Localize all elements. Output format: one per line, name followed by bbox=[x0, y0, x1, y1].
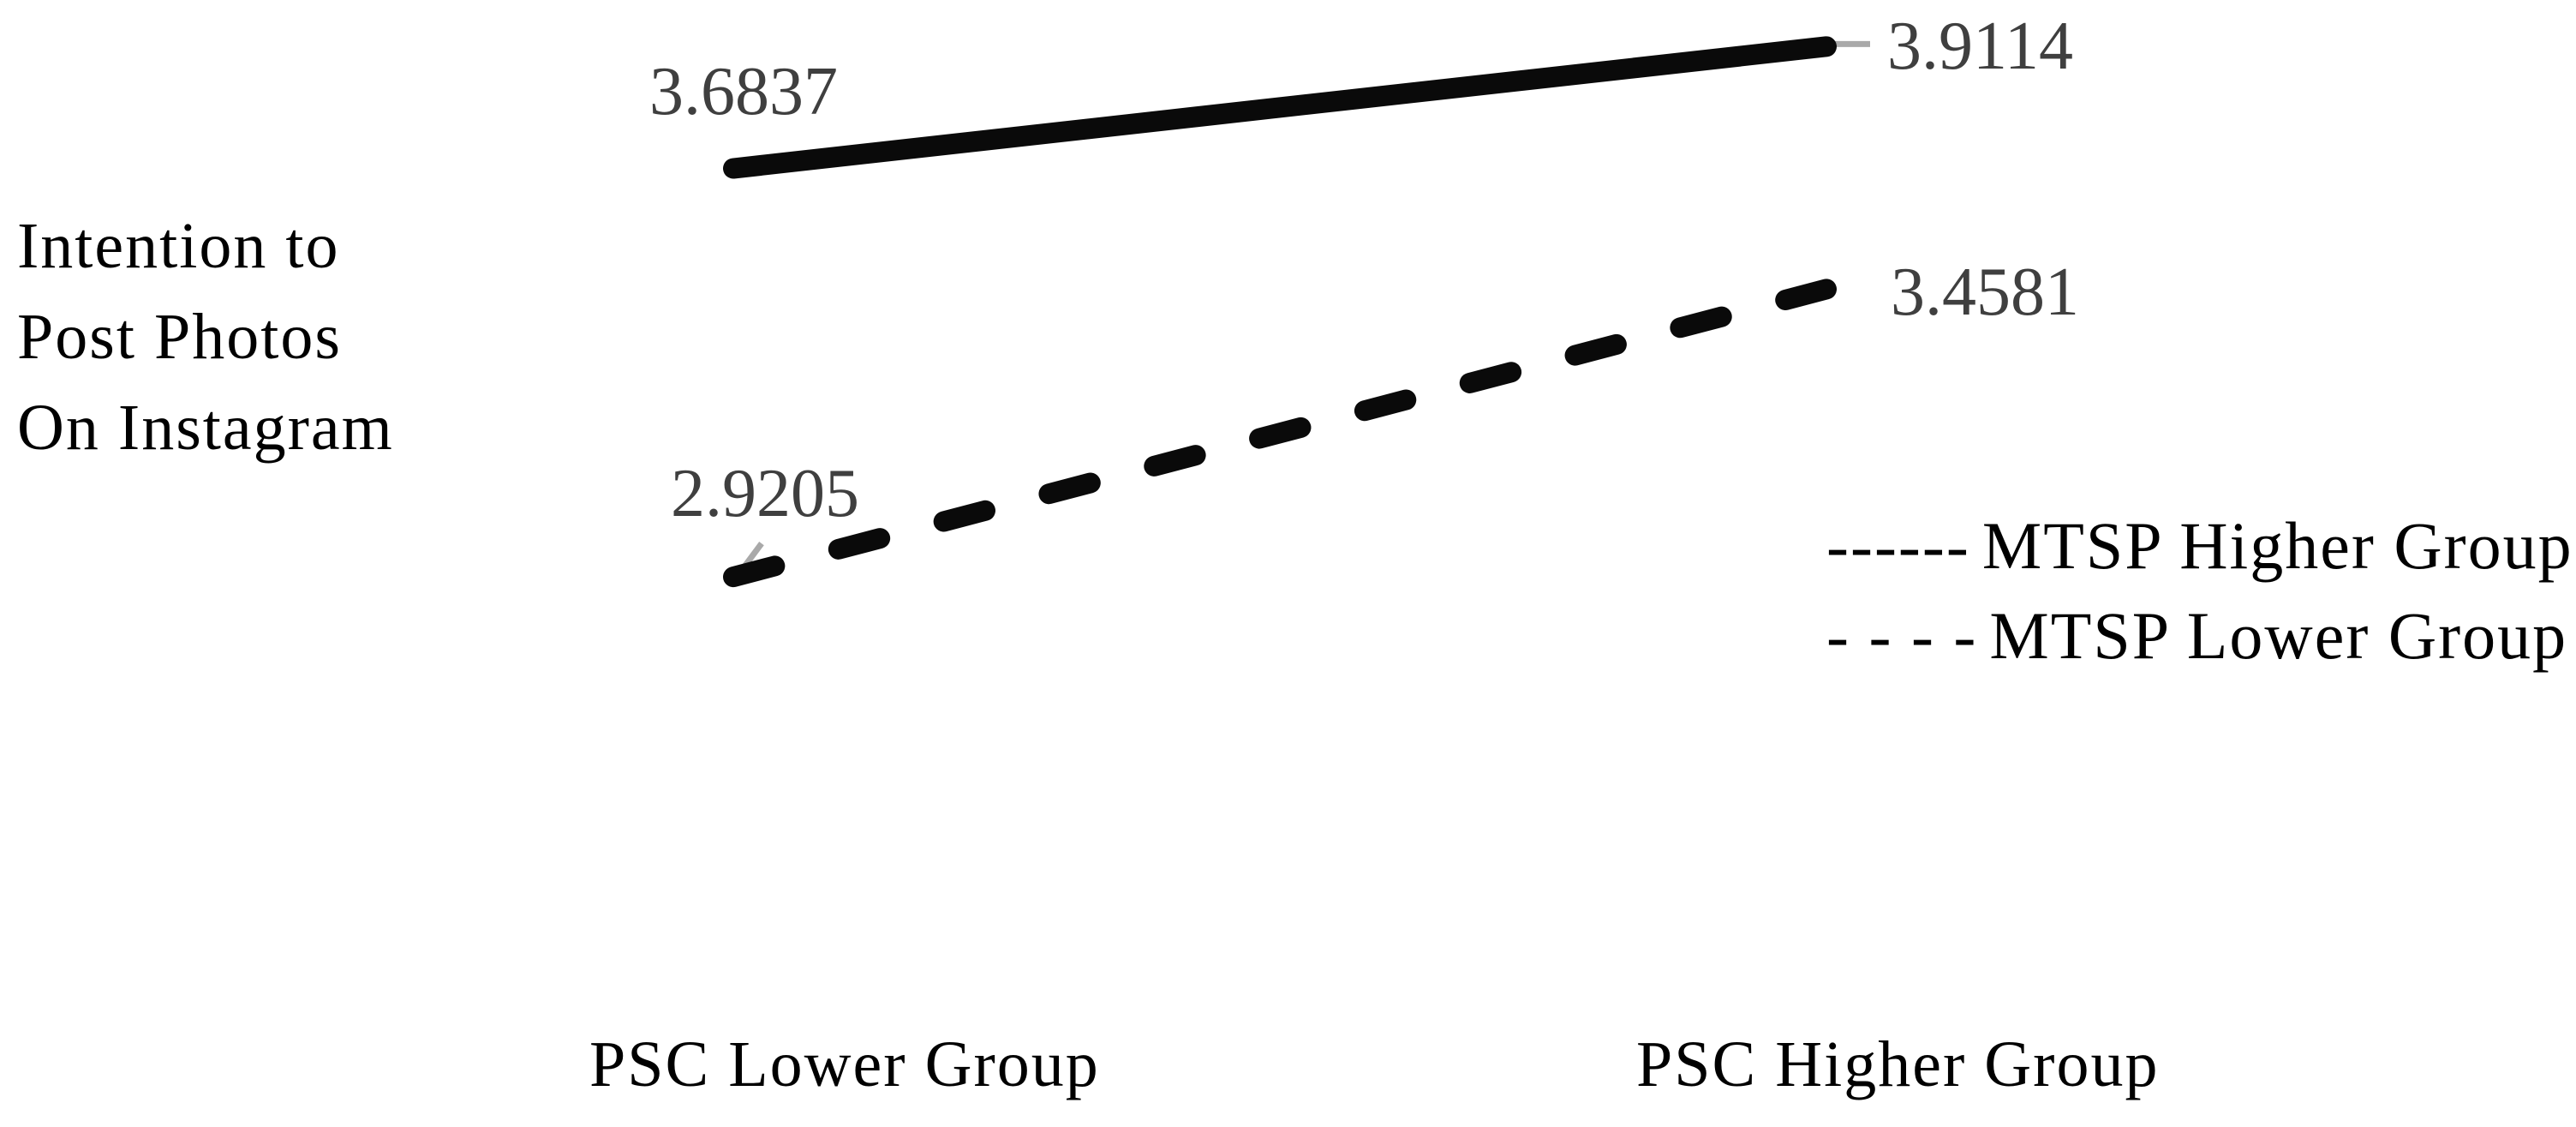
data-label-mtsp-lower-psc-lower: 2.9205 bbox=[671, 456, 859, 531]
legend-entry-mtsp-lower: - - - - MTSP Lower Group bbox=[1826, 602, 2573, 669]
legend-marker-solid-dashes-icon: ------ bbox=[1826, 508, 1970, 583]
legend-label-mtsp-higher: MTSP Higher Group bbox=[1981, 508, 2573, 583]
legend-marker-spaced-dashes-icon: - - - - bbox=[1826, 598, 1978, 673]
y-axis-label-line-3: On Instagram bbox=[17, 392, 394, 464]
x-category-label-psc-lower: PSC Lower Group bbox=[589, 1028, 1100, 1100]
y-axis-label: Intention to Post Photos On Instagram bbox=[17, 201, 394, 473]
series-line-mtsp-lower bbox=[723, 279, 1837, 588]
legend: ------ MTSP Higher Group - - - - MTSP Lo… bbox=[1826, 513, 2573, 669]
y-axis-label-line-1: Intention to bbox=[17, 210, 340, 282]
series-line-mtsp-higher bbox=[723, 36, 1837, 179]
data-label-mtsp-lower-psc-higher: 3.4581 bbox=[1891, 255, 2079, 330]
data-label-mtsp-higher-psc-lower: 3.6837 bbox=[649, 54, 838, 129]
legend-label-mtsp-lower: MTSP Lower Group bbox=[1989, 598, 2568, 673]
data-label-mtsp-higher-psc-higher: 3.9114 bbox=[1887, 9, 2074, 84]
x-category-label-psc-higher: PSC Higher Group bbox=[1636, 1028, 2160, 1100]
y-axis-label-line-2: Post Photos bbox=[17, 301, 342, 373]
legend-entry-mtsp-higher: ------ MTSP Higher Group bbox=[1826, 513, 2573, 579]
